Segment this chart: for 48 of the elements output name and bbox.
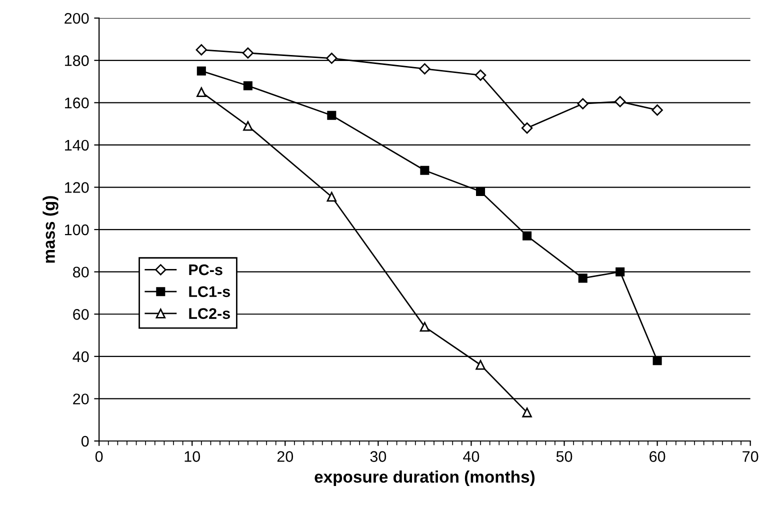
point [420,166,430,175]
y-tick-label: 80 [73,266,89,278]
point [522,408,532,418]
point [326,192,337,202]
point [196,87,206,97]
y-tick-label: 20 [73,394,89,404]
legend-label: LC2-s [189,308,230,319]
x-tick-label: 50 [556,451,572,462]
point [614,96,626,108]
x-tick-label: 0 [95,451,103,462]
y-tick-label: 160 [65,98,89,108]
y-tick-label: 180 [65,55,89,66]
point [474,70,486,81]
y-tick-label: 60 [73,308,89,320]
point [326,52,338,64]
point [652,356,662,366]
point [616,267,625,276]
point [196,44,208,56]
point [476,186,486,196]
y-tick-label: 0 [81,436,89,447]
y-tick-label: 100 [65,224,89,236]
legend-label: PC-s [189,264,222,276]
x-tick-label: 40 [463,451,480,462]
y-tick-label: 120 [65,182,89,193]
y-axis-title: mass (g) [42,196,58,263]
x-axis-title: exposure duration (months) [314,470,535,486]
y-tick-label: 40 [72,351,89,362]
x-tick-label: 30 [370,451,386,462]
y-tick-label: 200 [64,12,89,24]
point [196,66,206,76]
point [476,360,486,370]
x-tick-label: 20 [277,451,294,462]
y-tick-label: 140 [65,140,89,151]
point [242,47,254,59]
point [578,274,588,283]
point [420,322,430,332]
point [243,121,253,131]
x-tick-label: 60 [650,451,666,462]
point [652,104,663,116]
legend-label: LC1-s [189,286,230,298]
point [522,231,532,240]
x-tick-label: 10 [184,451,200,462]
point [521,122,533,134]
point [243,81,252,90]
x-tick-label: 70 [742,451,758,462]
point [577,98,588,110]
point [327,110,336,120]
point [419,63,430,74]
